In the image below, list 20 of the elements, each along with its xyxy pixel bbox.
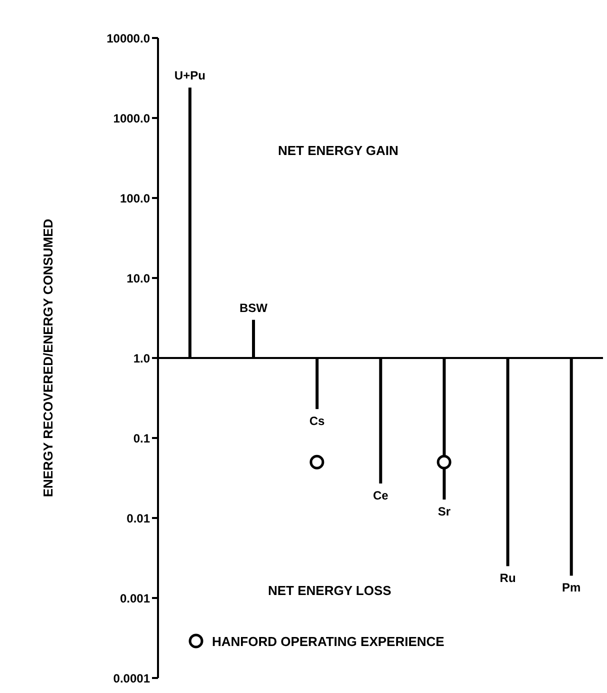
y-tick-label: 0.01 <box>126 511 150 526</box>
x-tick-label: Cs <box>309 414 326 428</box>
x-tick-label: U+Pu <box>174 68 206 83</box>
y-tick-label: 0.0001 <box>113 671 150 686</box>
y-tick-label: 0.001 <box>120 591 150 606</box>
y-tick-label: 10000.0 <box>106 31 150 46</box>
y-tick-label: 100.0 <box>120 191 150 206</box>
annotation: NET ENERGY LOSS <box>268 583 392 598</box>
x-tick-label: Ru <box>500 571 516 586</box>
y-tick-label: 0.1 <box>133 431 150 446</box>
y-tick-label: 1.0 <box>133 351 150 366</box>
legend-label: HANFORD OPERATING EXPERIENCE <box>212 634 444 648</box>
annotation: NET ENERGY GAIN <box>278 143 398 158</box>
y-tick-label: 10.0 <box>126 271 150 286</box>
x-tick-label: BSW <box>240 300 268 315</box>
x-tick-label: Sr <box>438 504 451 519</box>
x-tick-label: Ce <box>372 488 389 502</box>
x-tick-label: Pm <box>562 580 581 595</box>
y-axis-title: ENERGY RECOVERED/ENERGY CONSUMED <box>40 218 56 498</box>
y-tick-label: 1000.0 <box>113 111 150 126</box>
